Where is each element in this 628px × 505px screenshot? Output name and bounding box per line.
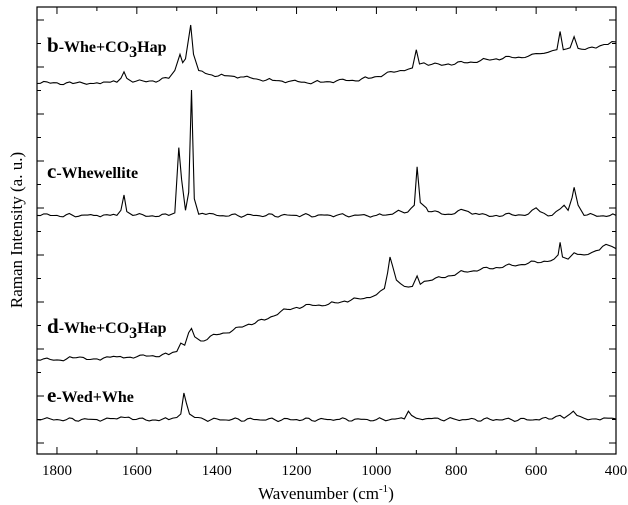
spectrum-label-rest: Hap [137,39,166,56]
spectrum-label-e: e-Wed+Whe [47,383,134,407]
x-tick-label-1800: 1800 [42,463,72,479]
y-axis-ticks [37,19,616,444]
x-tick-label-600: 600 [525,463,548,479]
spectrum-d [36,242,617,362]
spectrum-label-letter: e [47,383,56,407]
x-axis-tick-labels: 1800 1600 1400 1200 1000 800 600 400 [42,463,627,479]
spectra-group [36,24,617,423]
spectrum-label-rest: Hap [137,320,166,337]
spectrum-label-text: -Whe+CO [59,39,129,56]
spectrum-c [36,89,617,218]
spectrum-label-text: -Wed+Whe [56,389,134,406]
x-axis-label: Wavenumber (cm-1) [258,483,394,503]
x-tick-label-1200: 1200 [282,463,312,479]
spectrum-label-letter: c [47,159,56,183]
spectrum-label-text: -Whewellite [56,165,138,182]
spectrum-label-text: -Whe+CO [59,320,129,337]
x-axis-ticks [56,7,617,454]
spectrum-e [36,392,617,423]
spectrum-label-c: c-Whewellite [47,159,138,183]
spectrum-label-letter: d [47,314,59,338]
spectrum-label-b: b-Whe+CO3Hap [47,33,167,61]
x-tick-label-400: 400 [605,463,628,479]
spectrum-label-d: d-Whe+CO3Hap [47,314,167,342]
x-tick-label-1000: 1000 [361,463,391,479]
spectrum-label-letter: b [47,33,59,57]
plot-frame [36,6,617,455]
spectrum-label-subscript: 3 [129,325,137,342]
spectra-labels: b-Whe+CO3Hapc-Whewellited-Whe+CO3Hape-We… [47,33,167,407]
y-axis-label: Raman Intensity (a. u.) [7,152,26,308]
spectrum-b [36,24,617,86]
x-axis-label-main: Wavenumber (cm [258,484,379,503]
x-axis-label-close: ) [388,484,394,503]
x-tick-label-800: 800 [445,463,468,479]
x-axis-label-superscript: -1 [379,483,388,495]
x-tick-label-1600: 1600 [122,463,152,479]
spectrum-label-subscript: 3 [129,44,137,61]
x-tick-label-1400: 1400 [202,463,232,479]
